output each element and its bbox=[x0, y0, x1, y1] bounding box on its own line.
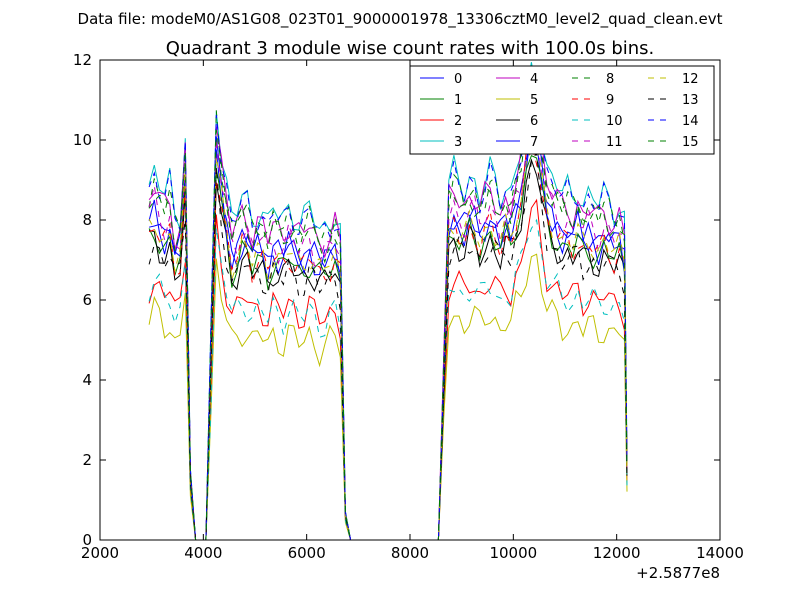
y-tick-label: 10 bbox=[73, 131, 92, 149]
legend-label-3: 3 bbox=[454, 135, 462, 150]
series-line-2 bbox=[148, 198, 628, 541]
legend-label-5: 5 bbox=[530, 93, 538, 108]
x-tick-label: 12000 bbox=[593, 544, 641, 562]
y-tick-label: 0 bbox=[82, 531, 92, 549]
series-line-6 bbox=[149, 158, 628, 541]
x-tick-label: 2000 bbox=[81, 544, 119, 562]
legend-label-0: 0 bbox=[454, 72, 462, 87]
y-tick-label: 4 bbox=[82, 371, 92, 389]
legend-label-4: 4 bbox=[530, 72, 538, 87]
legend-label-15: 15 bbox=[682, 135, 699, 150]
chart-title: Quadrant 3 module wise count rates with … bbox=[166, 38, 655, 59]
series-line-10 bbox=[148, 218, 628, 541]
series-line-14 bbox=[148, 66, 628, 541]
figure-suptitle: Data file: modeM0/AS1G08_023T01_90000019… bbox=[78, 10, 723, 29]
legend-label-12: 12 bbox=[682, 72, 699, 87]
x-tick-label: 14000 bbox=[696, 544, 744, 562]
y-tick-label: 8 bbox=[82, 211, 92, 229]
legend-box bbox=[409, 65, 715, 155]
legend-label-7: 7 bbox=[530, 135, 538, 150]
series-line-13 bbox=[148, 151, 628, 541]
series-line-9 bbox=[148, 142, 628, 541]
legend-label-11: 11 bbox=[606, 135, 623, 150]
legend-label-8: 8 bbox=[606, 72, 614, 87]
y-tick-label: 6 bbox=[82, 291, 92, 309]
legend-label-14: 14 bbox=[682, 114, 699, 129]
legend-label-10: 10 bbox=[606, 114, 623, 129]
legend-label-1: 1 bbox=[454, 93, 462, 108]
x-tick-label: 4000 bbox=[184, 544, 222, 562]
y-tick-label: 2 bbox=[82, 451, 92, 469]
series-line-5 bbox=[148, 253, 628, 541]
series-line-12 bbox=[148, 148, 628, 541]
legend-label-2: 2 bbox=[454, 114, 462, 129]
legend-label-6: 6 bbox=[530, 114, 538, 129]
y-tick-label: 12 bbox=[73, 51, 92, 69]
legend-label-13: 13 bbox=[682, 93, 699, 108]
x-offset-label: +2.5877e8 bbox=[636, 564, 720, 582]
x-tick-label: 6000 bbox=[288, 544, 326, 562]
x-tick-label: 8000 bbox=[391, 544, 429, 562]
series-line-7 bbox=[148, 122, 628, 541]
x-tick-label: 10000 bbox=[489, 544, 537, 562]
series-line-11 bbox=[148, 114, 628, 541]
series-line-1 bbox=[148, 155, 628, 541]
legend-label-9: 9 bbox=[606, 93, 614, 108]
